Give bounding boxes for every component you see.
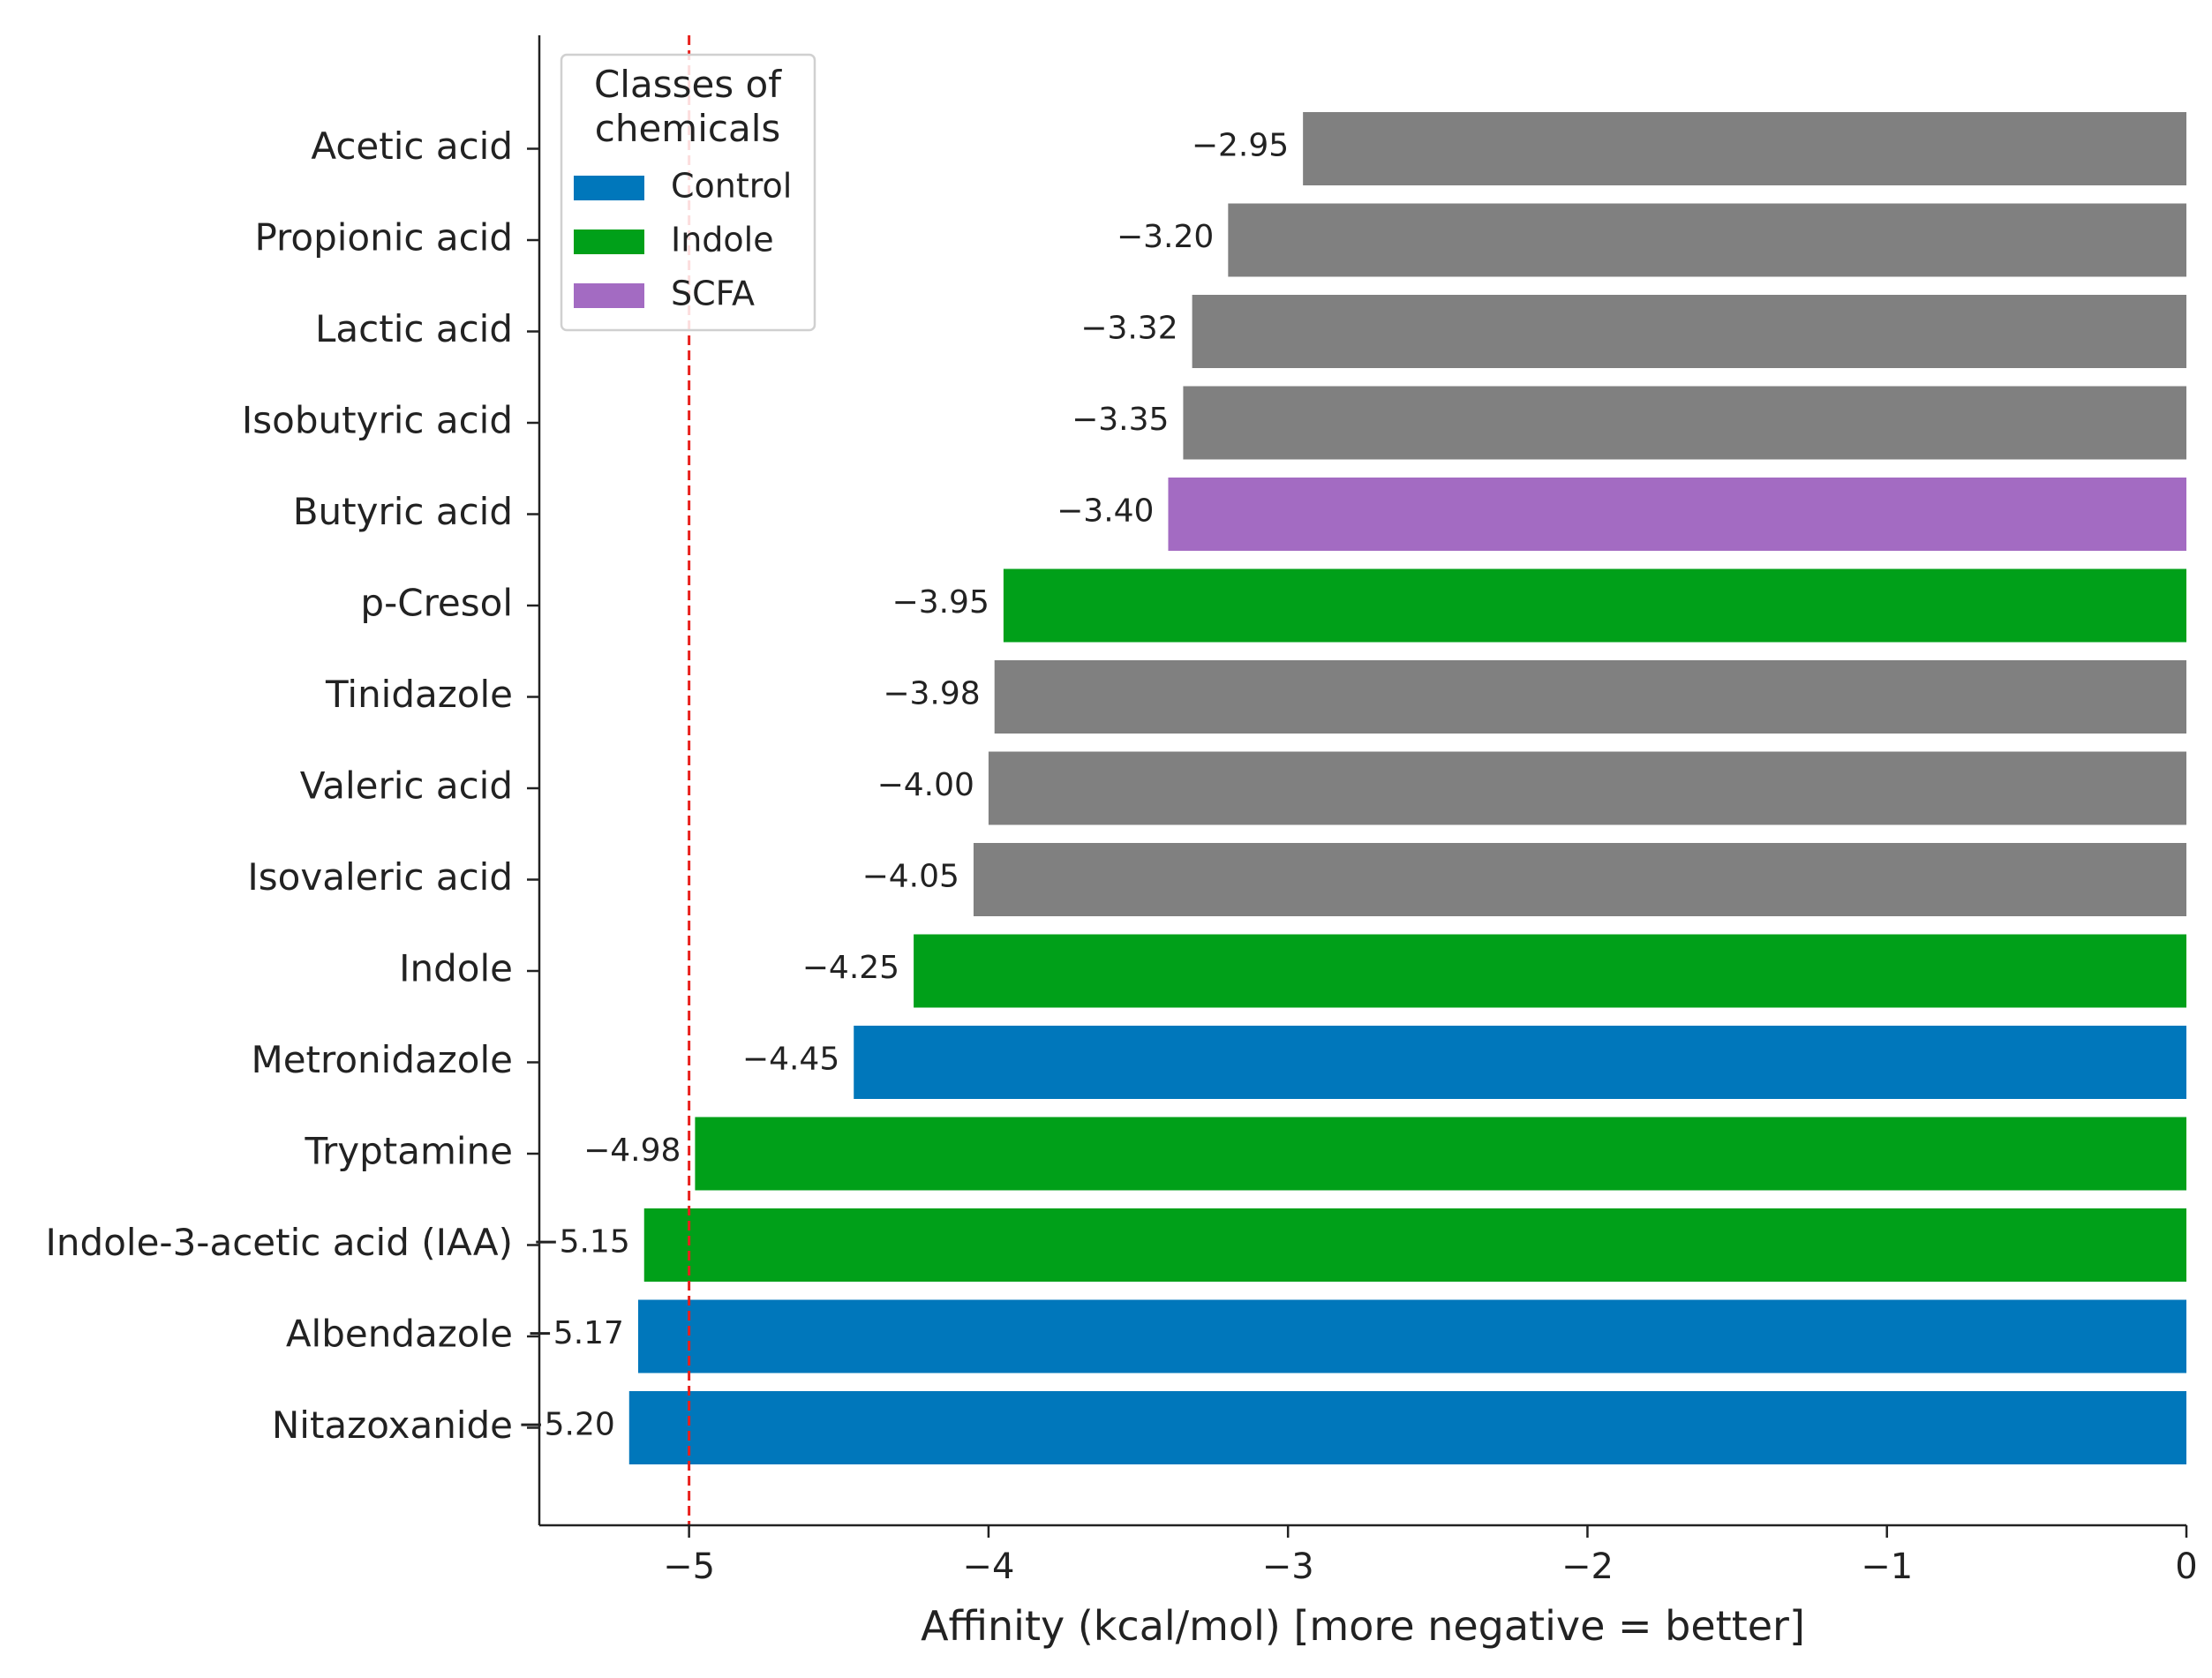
value-label: −3.20 (1117, 219, 1214, 255)
bars-layer (628, 112, 2187, 1464)
bar-indole (914, 934, 2186, 1008)
bar-indole-3-acetic-acid-iaa (643, 1208, 2186, 1282)
x-tick-label: −3 (1262, 1546, 1314, 1587)
x-tick-label: −1 (1861, 1546, 1913, 1587)
y-tick-label: Isobutyric acid (242, 399, 513, 442)
value-label: −3.40 (1057, 493, 1154, 530)
value-label: −5.20 (517, 1407, 614, 1443)
legend: Classes of chemicals Control Indole SCFA (560, 53, 816, 332)
x-tick-label: 0 (2175, 1546, 2197, 1587)
x-axis-title: Affinity (kcal/mol) [more negative = bet… (921, 1602, 1805, 1650)
x-tick-label: −5 (663, 1546, 715, 1587)
y-tick-labels: Acetic acid Propionic acid Lactic acid Isob… (46, 124, 539, 1447)
axes-layer (538, 35, 2186, 1527)
y-tick-label: Lactic acid (315, 307, 513, 350)
bar-tinidazole (994, 660, 2186, 734)
y-tick-label: Albendazole (286, 1313, 513, 1356)
y-tick-label: Nitazoxanide (272, 1403, 513, 1447)
legend-entries: Control Indole SCFA (574, 167, 792, 313)
x-tick-labels: −5 −4 −3 −2 −1 0 (663, 1525, 2198, 1587)
bar-isobutyric-acid (1183, 386, 2186, 460)
value-label: −4.45 (742, 1042, 839, 1078)
bar-albendazole (637, 1299, 2187, 1373)
y-tick-label: Tryptamine (304, 1130, 513, 1173)
value-label: −3.95 (892, 584, 989, 621)
value-label: −4.05 (862, 859, 959, 895)
y-tick-label: Valeric acid (300, 764, 513, 808)
y-tick-label: Isovaleric acid (247, 855, 513, 899)
value-label: −5.17 (527, 1315, 624, 1351)
legend-frame (560, 53, 816, 332)
legend-title-line-1: Classes of (594, 63, 782, 106)
legend-swatch-indole (574, 230, 644, 254)
bar-tryptamine (695, 1117, 2186, 1191)
value-label: −2.95 (1192, 128, 1289, 164)
x-tick-label: −2 (1561, 1546, 1614, 1587)
y-tick-label: Propionic acid (254, 216, 513, 260)
y-tick-label: Indole-3-acetic acid (IAA) (46, 1221, 513, 1264)
legend-swatch-scfa (574, 283, 644, 308)
bar-p-cresol (1003, 568, 2186, 643)
x-tick-label: −4 (962, 1546, 1014, 1587)
bar-isovaleric-acid (973, 843, 2186, 916)
value-label: −4.25 (802, 950, 899, 986)
bar-valeric-acid (988, 751, 2186, 825)
legend-swatch-control (574, 176, 644, 200)
legend-label-indole: Indole (671, 221, 774, 260)
y-tick-label: Acetic acid (311, 124, 513, 168)
bar-acetic-acid (1303, 112, 2186, 185)
legend-label-control: Control (671, 167, 792, 206)
y-tick-label: Tinidazole (325, 673, 513, 716)
bar-lactic-acid (1192, 295, 2186, 368)
bar-nitazoxanide (628, 1391, 2187, 1464)
legend-title-line-2: chemicals (595, 107, 781, 150)
y-tick-label: Butyric acid (293, 490, 513, 533)
y-tick-label: Indole (399, 947, 513, 990)
value-label: −3.98 (883, 676, 980, 712)
value-label: −4.98 (583, 1132, 681, 1169)
y-tick-label: p-Cresol (360, 582, 513, 625)
legend-label-scfa: SCFA (671, 275, 755, 313)
value-label: −3.35 (1072, 402, 1169, 438)
value-label: −5.15 (532, 1224, 629, 1260)
bar-propionic-acid (1228, 203, 2186, 277)
value-label: −3.32 (1080, 311, 1177, 347)
bar-metronidazole (854, 1026, 2187, 1099)
value-label: −4.00 (877, 767, 974, 803)
y-tick-label: Metronidazole (251, 1038, 513, 1081)
value-labels: −2.95 −3.20 −3.32 −3.35 −3.40 −3.95 −3.98 −4.00… (517, 128, 1289, 1443)
bar-butyric-acid (1168, 478, 2186, 551)
